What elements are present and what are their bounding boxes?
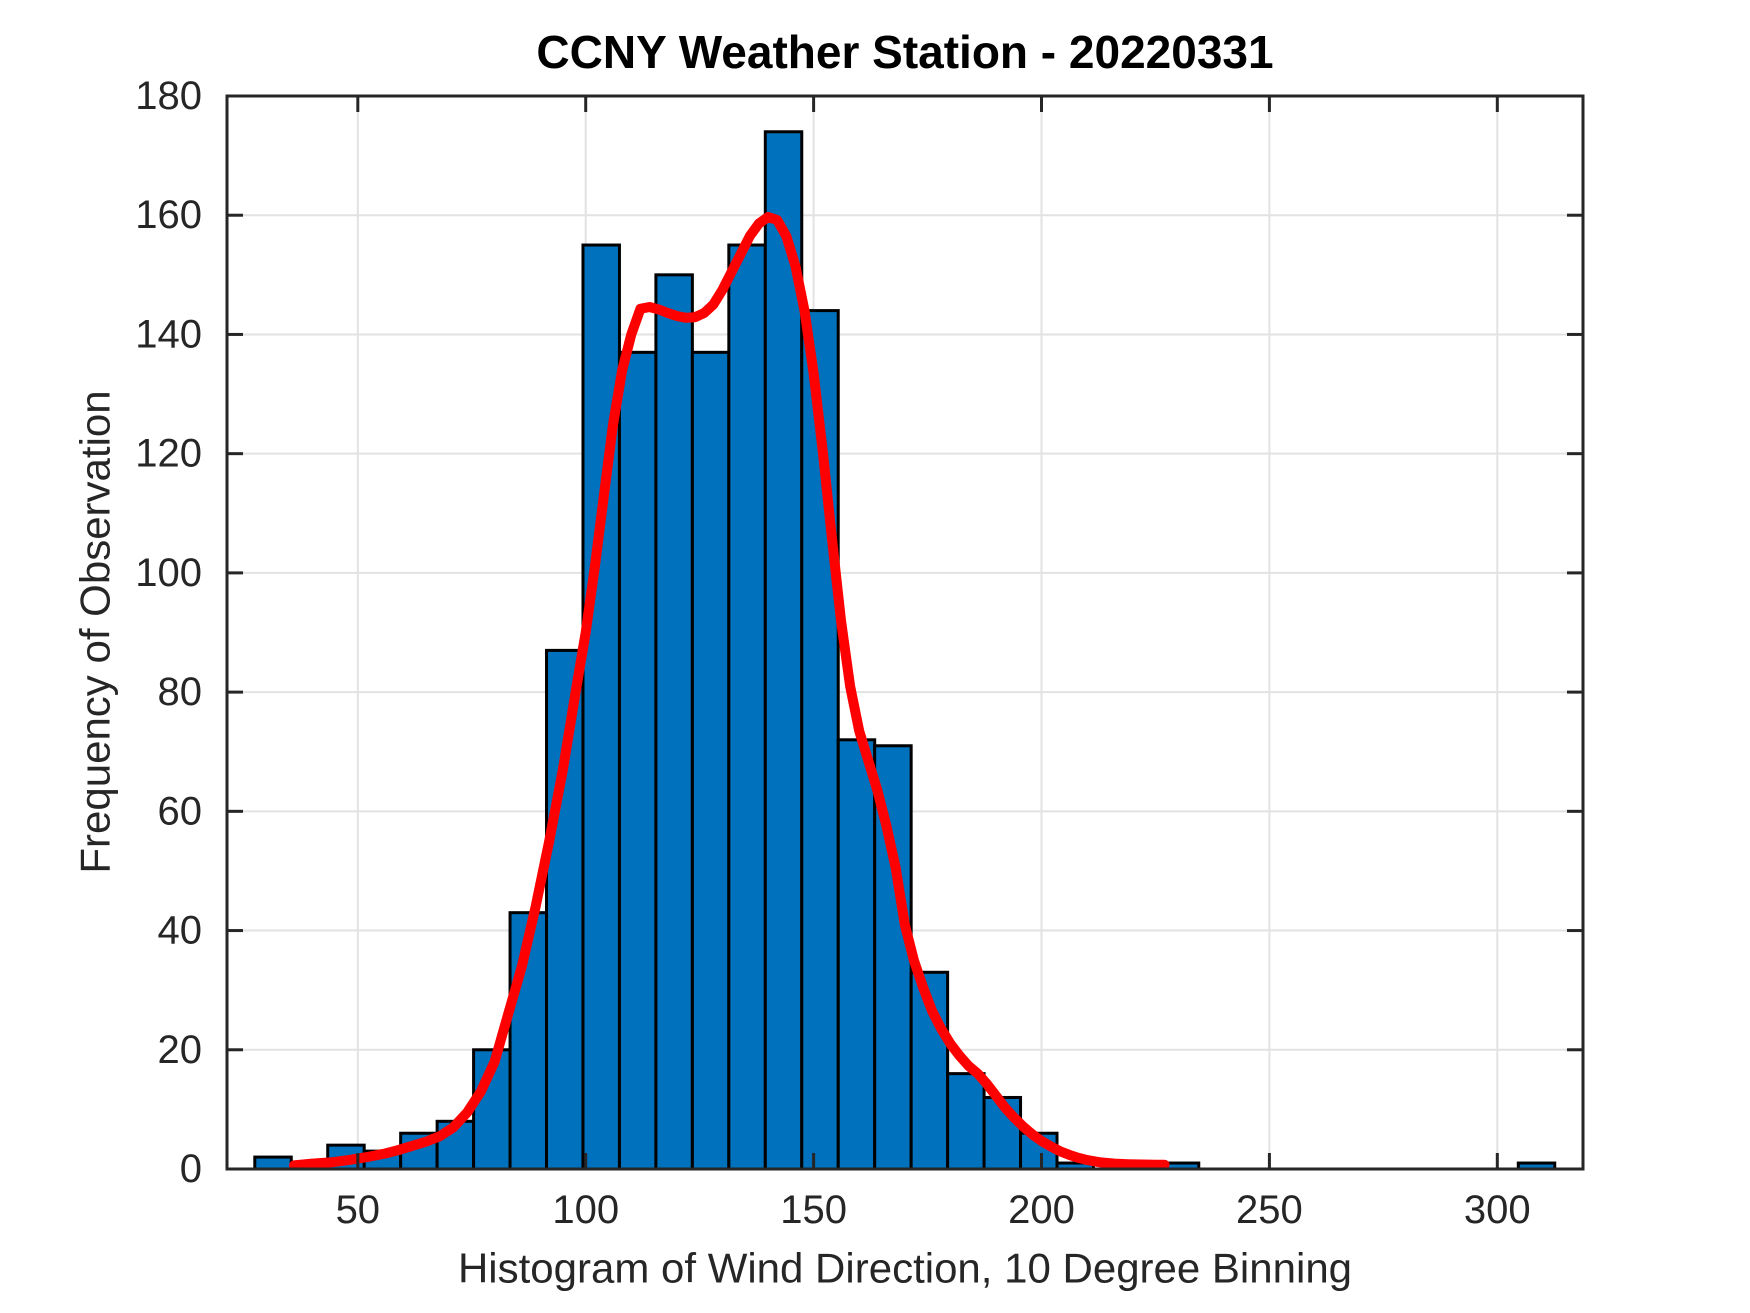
y-tick-label: 100 [135,551,202,595]
x-axis-label: Histogram of Wind Direction, 10 Degree B… [458,1245,1352,1292]
histogram-bar [654,273,694,1171]
x-tick-label: 250 [1236,1188,1303,1232]
chart-title: CCNY Weather Station - 20220331 [536,26,1273,78]
x-tick-label: 150 [780,1188,847,1232]
histogram-bar [581,243,621,1171]
y-tick-label: 80 [158,670,203,714]
histogram-bar [763,130,804,1171]
axes-box [225,94,1585,1171]
y-tick-label: 40 [158,909,203,953]
histogram-bar [909,970,950,1171]
x-tick-label: 100 [552,1188,619,1232]
histogram-bar [727,243,767,1171]
histogram-bar [617,350,658,1171]
y-axis-label: Frequency of Observation [72,390,119,873]
x-tick-label: 50 [336,1188,381,1232]
histogram-bar [253,1155,293,1171]
y-tick-label: 20 [158,1028,203,1072]
y-tick-label: 120 [135,432,202,476]
y-tick-label: 180 [135,74,202,118]
y-tick-label: 0 [180,1147,202,1191]
histogram-bar [836,738,877,1171]
x-tick-label: 300 [1464,1188,1531,1232]
y-tick-label: 160 [135,193,202,237]
density-curve [289,212,1170,1171]
histogram-bar [690,350,731,1171]
y-tick-label: 60 [158,789,203,833]
histogram-bar [946,1072,986,1171]
y-tick-label: 140 [135,312,202,356]
x-tick-label: 200 [1008,1188,1075,1232]
